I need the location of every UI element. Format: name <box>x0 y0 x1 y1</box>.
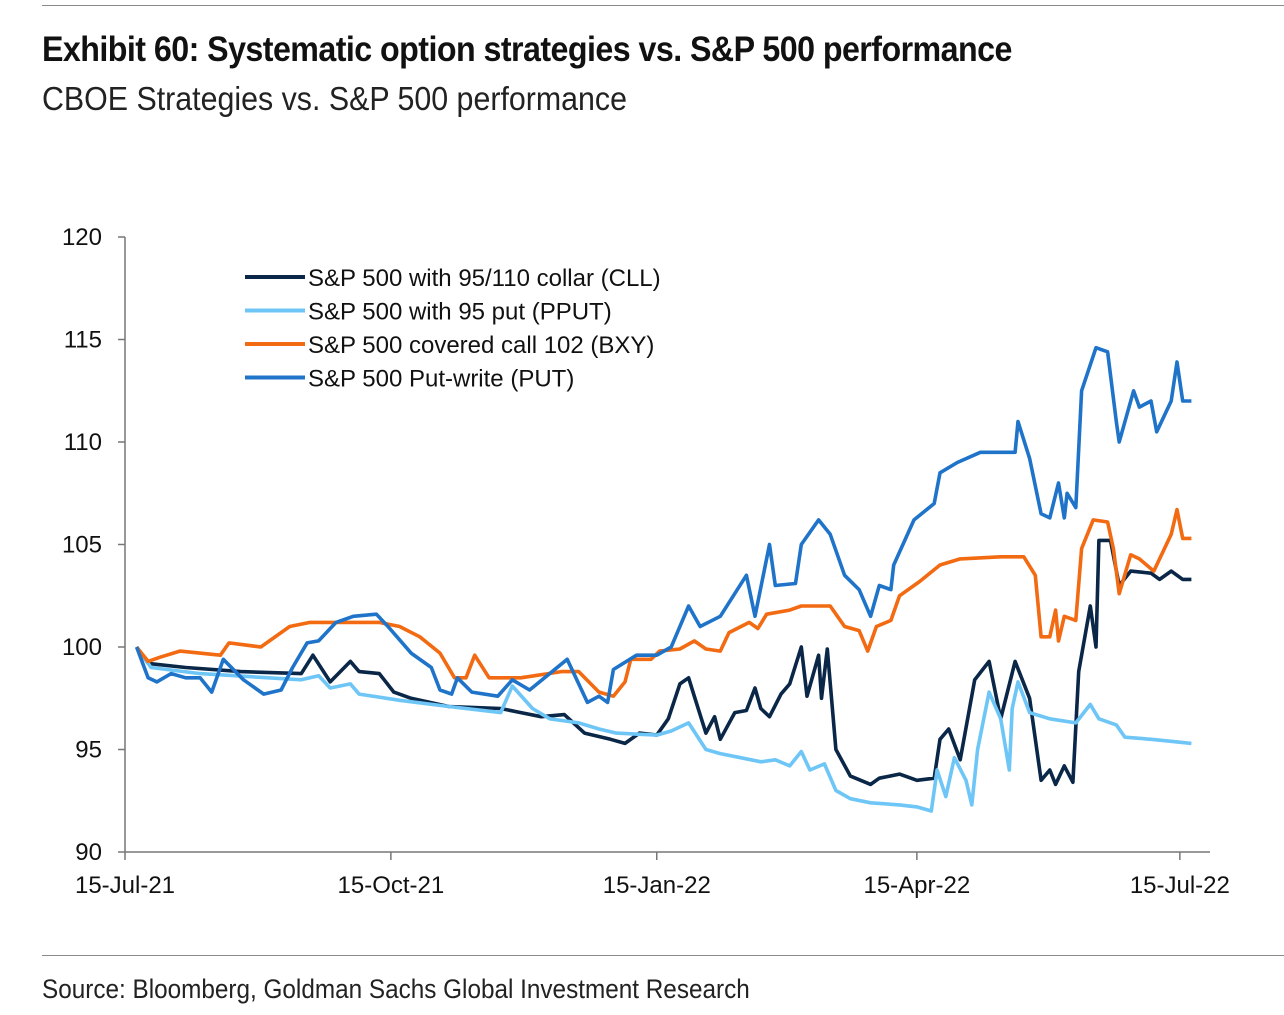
series-lines <box>134 345 1192 813</box>
source-note: Source: Bloomberg, Goldman Sachs Global … <box>42 974 750 1004</box>
x-tick-label: 15-Oct-21 <box>338 872 445 899</box>
exhibit-title: Exhibit 60: Systematic option strategies… <box>42 30 1012 69</box>
y-tick-label: 110 <box>64 429 102 456</box>
y-tick-label: 95 <box>75 737 102 764</box>
series-line-1 <box>135 645 1192 813</box>
x-tick-label: 15-Apr-22 <box>863 872 970 899</box>
chart-subtitle: CBOE Strategies vs. S&P 500 performance <box>42 80 628 117</box>
y-tick-label: 105 <box>62 532 102 559</box>
legend-label: S&P 500 with 95 put (PPUT) <box>308 299 612 326</box>
x-tick-label: 15-Jul-21 <box>75 872 175 899</box>
y-tick-label: 100 <box>62 634 102 661</box>
legend-label: S&P 500 Put-write (PUT) <box>308 366 574 393</box>
x-tick-label: 15-Jan-22 <box>603 872 711 899</box>
line-chart: 90 95 100 105 110 115 120 15-Jul-21 15-Oct-21 15-… <box>62 224 1230 899</box>
top-rule <box>42 5 1284 6</box>
bottom-rule <box>42 955 1284 956</box>
axes: 90 95 100 105 110 115 120 15-Jul-21 15-Oct-21 15-… <box>62 224 1230 899</box>
y-tick-label: 115 <box>64 327 102 354</box>
x-tick-label: 15-Jul-22 <box>1130 872 1230 899</box>
series-line-3 <box>134 345 1192 705</box>
legend-label: S&P 500 covered call 102 (BXY) <box>308 332 654 359</box>
legend-label: S&P 500 with 95/110 collar (CLL) <box>308 265 661 292</box>
y-tick-label: 120 <box>62 224 102 251</box>
y-tick-label: 90 <box>75 839 102 866</box>
legend: S&P 500 with 95/110 collar (CLL) S&P 500 … <box>245 265 661 393</box>
series-line-2 <box>135 507 1192 698</box>
